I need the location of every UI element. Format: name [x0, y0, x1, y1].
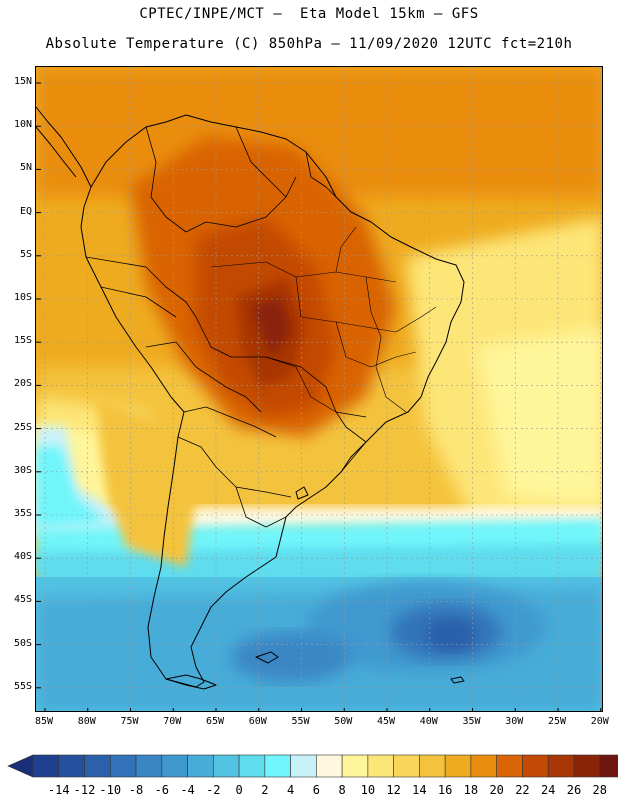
temperature-field — [36, 67, 602, 711]
lon-label: 45W — [376, 716, 396, 727]
lat-label: 15N — [13, 76, 32, 87]
colorbar-swatch — [32, 754, 60, 778]
coastlines-and-borders — [36, 106, 465, 690]
colorbar-swatch — [599, 754, 618, 778]
lat-label: 50S — [13, 637, 32, 649]
lon-label: 55W — [291, 716, 310, 727]
lat-label: 5N — [19, 162, 32, 174]
colorbar-swatch — [444, 754, 472, 778]
malvinas-islands — [255, 651, 279, 664]
colorbar-label: -4 — [180, 783, 195, 797]
colorbar-swatch — [367, 754, 394, 778]
colorbar-swatch — [58, 754, 85, 778]
colorbar-swatch — [470, 754, 497, 778]
colorbar — [7, 754, 618, 778]
lat-label: 20S — [13, 378, 32, 390]
colorbar-label: 20 — [489, 783, 504, 797]
colorbar-label: 2 — [261, 783, 269, 797]
colorbar-swatch — [135, 754, 163, 778]
colorbar-label: 4 — [286, 783, 295, 797]
colorbar-swatch — [419, 754, 446, 778]
colorbar-label: 12 — [386, 783, 401, 797]
colorbar-label: -12 — [73, 783, 96, 797]
lat-label: 25S — [13, 421, 32, 433]
temperature-map — [35, 66, 603, 712]
colorbar-label: 10 — [360, 783, 376, 797]
colorbar-swatch — [187, 754, 214, 778]
lat-label: 55S — [13, 680, 32, 692]
colorbar-label: -10 — [99, 783, 122, 797]
lagoa-dos-patos — [295, 486, 309, 500]
colorbar-label: -8 — [128, 783, 144, 797]
colorbar-label: 26 — [566, 783, 582, 797]
field-atlantic-pale — [476, 327, 602, 507]
south-america-coastline — [80, 114, 465, 688]
lon-label: 40W — [419, 716, 438, 727]
colorbar-underflow-triangle — [7, 754, 34, 778]
colorbar-swatch — [84, 754, 111, 778]
colorbar-swatch — [238, 754, 266, 778]
colorbar-label: 0 — [235, 783, 243, 797]
lon-label: 70W — [163, 716, 182, 727]
field-cold-patch-west — [231, 632, 351, 682]
map-canvas — [36, 67, 602, 711]
lon-label: 35W — [462, 716, 481, 727]
lat-label: 5S — [19, 248, 32, 260]
lat-label: 10S — [13, 292, 32, 303]
lat-label: EQ — [19, 205, 32, 217]
colorbar-label: 8 — [338, 783, 346, 797]
lat-label: 35S — [13, 508, 32, 519]
field-andes-yellow — [96, 397, 196, 567]
colorbar-swatch — [161, 754, 188, 778]
lon-label: 30W — [505, 716, 524, 727]
colorbar-swatch — [522, 754, 549, 778]
lon-label: 25W — [547, 716, 567, 727]
colorbar-swatch — [316, 754, 343, 778]
colorbar-label: 16 — [437, 783, 453, 797]
lon-label: 65W — [205, 716, 225, 727]
colorbar-label: 22 — [515, 783, 530, 797]
colorbar-label: 24 — [540, 783, 556, 797]
lat-label: 30S — [13, 464, 32, 476]
title-line-1: CPTEC/INPE/MCT – Eta Model 15km – GFS — [139, 6, 479, 22]
colorbar-swatch — [109, 754, 137, 778]
lat-lon-grid — [36, 67, 602, 711]
lon-label: 20W — [590, 716, 609, 727]
colorbar-swatch — [341, 754, 369, 778]
colorbar-label: 28 — [592, 783, 607, 797]
tierra-del-fuego — [165, 674, 217, 690]
lon-label: 75W — [120, 716, 139, 727]
colorbar-swatch — [264, 754, 291, 778]
brazil-state-borders — [210, 226, 437, 413]
colorbar-label: -6 — [154, 783, 170, 797]
colorbar-label: 14 — [412, 783, 427, 797]
colorbar-swatch — [496, 754, 523, 778]
lon-label: 80W — [77, 716, 96, 727]
colorbar-label: -14 — [47, 783, 70, 797]
lon-label: 50W — [334, 716, 353, 727]
lat-label: 15S — [13, 335, 32, 347]
lat-label: 45S — [13, 594, 32, 606]
colorbar-label: 6 — [312, 783, 320, 797]
colorbar-swatch — [573, 754, 601, 778]
field-pacific-cyan — [36, 447, 106, 527]
colorbar-label: -2 — [206, 783, 221, 797]
lon-label: 85W — [34, 716, 54, 727]
title-line-2: Absolute Temperature (C) 850hPa – 11/09/… — [45, 36, 573, 52]
south-georgia-island — [450, 676, 465, 684]
colorbar-swatch — [393, 754, 420, 778]
lat-label: 40S — [13, 551, 32, 563]
lat-label: 10N — [13, 119, 32, 131]
field-cold-core — [426, 619, 476, 651]
colorbar-swatch — [213, 754, 240, 778]
central-america-coastline — [36, 106, 92, 188]
colorbar-swatch — [290, 754, 317, 778]
colorbar-swatch — [547, 754, 575, 778]
colorbar-label: 18 — [463, 783, 479, 797]
lon-label: 60W — [248, 716, 267, 727]
